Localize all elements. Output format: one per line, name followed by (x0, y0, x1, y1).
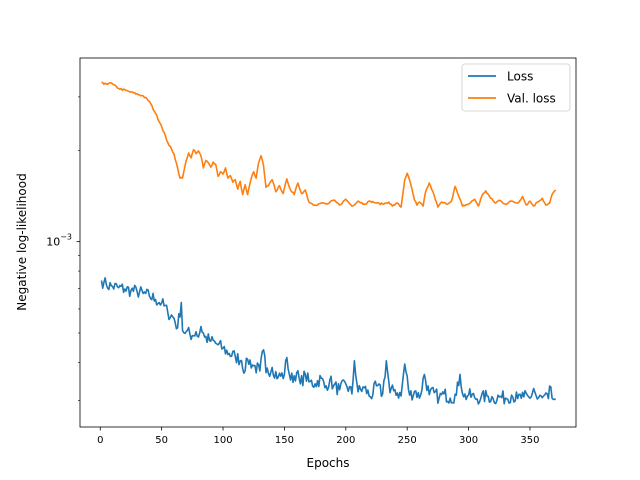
x-tick-label: 0 (97, 435, 103, 446)
plot-lines (100, 81, 557, 405)
x-tick-label: 300 (459, 435, 478, 446)
x-tick-label: 250 (398, 435, 417, 446)
series-line-loss (100, 277, 556, 405)
x-axis-label: Epochs (307, 456, 350, 470)
x-tick-label: 350 (520, 435, 539, 446)
x-tick-label: 50 (155, 435, 168, 446)
legend-label-loss: Loss (507, 70, 533, 84)
x-tick-label: 200 (336, 435, 355, 446)
y-tick-label: 10−3 (46, 233, 72, 249)
y-axis-ticks: 10−3 (46, 96, 80, 401)
legend: Loss Val. loss (461, 63, 571, 112)
plot-frame (79, 57, 577, 428)
y-axis-label: Negative log-likelihood (15, 173, 29, 310)
series-line-val-loss (101, 81, 557, 208)
x-axis-ticks: 0 50 100 150 200 250 300 350 (97, 427, 540, 446)
x-tick-label: 100 (213, 435, 232, 446)
legend-label-val-loss: Val. loss (507, 92, 556, 106)
x-tick-label: 150 (275, 435, 294, 446)
